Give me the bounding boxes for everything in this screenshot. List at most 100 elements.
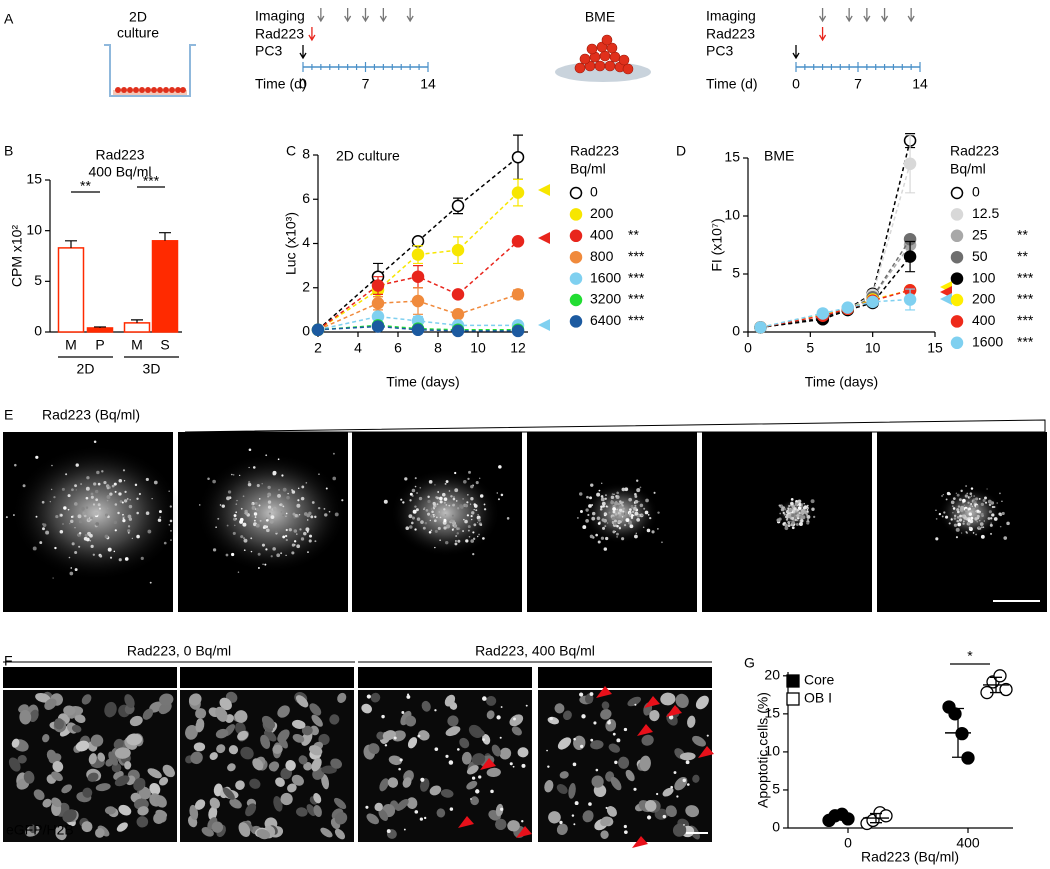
- cell-speck: [49, 500, 51, 503]
- cell-speck: [641, 514, 643, 516]
- data-point: [511, 235, 525, 248]
- cell-speck: [456, 527, 459, 530]
- cell-speck: [787, 520, 791, 524]
- cell-speck: [291, 543, 295, 547]
- group-label: 3D: [143, 361, 161, 377]
- cell-speck: [207, 477, 210, 481]
- series-line: [760, 256, 911, 329]
- cell-speck: [80, 483, 83, 486]
- cell-speck: [308, 534, 313, 538]
- cell-speck: [265, 518, 269, 522]
- cell-speck: [248, 466, 250, 469]
- nucleus: [147, 768, 162, 779]
- fragment: [656, 792, 659, 796]
- cell-speck: [113, 550, 116, 553]
- cell-speck: [111, 484, 115, 488]
- data-point: [411, 248, 425, 261]
- nucleus: [11, 738, 20, 748]
- cell-speck: [629, 512, 631, 514]
- cell-speck: [600, 495, 604, 498]
- fragment: [706, 734, 709, 737]
- cell-speck: [963, 504, 966, 507]
- fragment: [595, 768, 599, 772]
- cell-speck: [649, 517, 652, 520]
- cell-speck: [74, 526, 76, 529]
- cell-speck: [136, 534, 140, 539]
- cell-speck: [472, 553, 475, 556]
- nucleus: [618, 756, 630, 769]
- cell-speck: [90, 495, 94, 499]
- y-axis-label: CPM x10²: [9, 225, 25, 288]
- cell-speck: [975, 510, 977, 513]
- schematic-title: culture: [117, 25, 159, 41]
- cell-speck: [466, 514, 470, 517]
- cell-speck: [232, 474, 235, 476]
- cell-speck: [974, 517, 978, 521]
- legend-marker: [569, 315, 583, 328]
- data-point: [903, 157, 917, 171]
- cell-speck: [83, 515, 85, 517]
- cell-speck: [976, 509, 980, 513]
- cell-speck: [259, 519, 262, 522]
- cell-speck: [409, 499, 412, 502]
- cell-speck: [434, 514, 436, 517]
- cell-speck: [243, 538, 248, 543]
- cell-speck: [299, 528, 302, 531]
- nucleus: [337, 692, 347, 703]
- cell-speck: [935, 537, 939, 541]
- nucleus: [124, 694, 135, 708]
- cell-speck: [603, 512, 607, 516]
- nucleus: [291, 774, 304, 786]
- cell-speck: [980, 502, 984, 507]
- cell-speck: [806, 506, 809, 509]
- timeline-tick-label: 0: [299, 76, 307, 92]
- fragment: [513, 717, 516, 721]
- nucleus: [559, 771, 569, 779]
- y-tick-label: 0: [302, 323, 310, 339]
- series-line: [760, 163, 911, 329]
- cell-speck: [791, 517, 795, 521]
- nucleus: [298, 755, 308, 765]
- cell-speck: [478, 533, 480, 536]
- cell-speck: [106, 486, 110, 490]
- fragment: [588, 802, 592, 806]
- data-point: [451, 288, 465, 301]
- legend-marker: [950, 315, 964, 328]
- cell-speck: [629, 520, 632, 523]
- cell-speck: [942, 494, 944, 496]
- nucleus: [387, 777, 399, 788]
- cell-speck: [454, 488, 459, 493]
- apoptosis-arrow: [637, 724, 653, 736]
- nucleus: [507, 820, 520, 832]
- cell-speck: [611, 493, 614, 495]
- cell-speck: [265, 517, 268, 520]
- cell-speck: [600, 536, 605, 540]
- micrograph: [178, 432, 348, 612]
- cell-speck: [297, 499, 300, 502]
- cell-speck: [425, 508, 429, 512]
- cell-speck: [454, 540, 457, 542]
- x-tick-label: 4: [354, 340, 362, 356]
- significance-label: **: [628, 227, 639, 243]
- fragment: [608, 719, 611, 722]
- nucleus: [660, 692, 676, 706]
- legend-marker: [569, 250, 583, 264]
- nucleus: [287, 783, 297, 793]
- cell-speck: [991, 513, 995, 517]
- sd-bar: [990, 676, 1002, 694]
- legend-label: 400: [590, 227, 614, 243]
- cell-speck: [455, 500, 458, 502]
- legend-label: 0: [972, 184, 980, 200]
- cell-speck: [265, 454, 268, 457]
- cell-speck: [292, 512, 296, 516]
- cell-speck: [999, 525, 1002, 528]
- nucleus: [234, 710, 248, 723]
- nucleus: [245, 803, 257, 817]
- legend-title: Bq/ml: [950, 161, 986, 177]
- cell-speck: [601, 518, 605, 522]
- cell-speck: [945, 498, 948, 501]
- y-tick-label: 5: [732, 265, 740, 281]
- cell-speck: [451, 528, 454, 531]
- nucleus: [610, 776, 622, 791]
- cell-speck: [962, 522, 965, 525]
